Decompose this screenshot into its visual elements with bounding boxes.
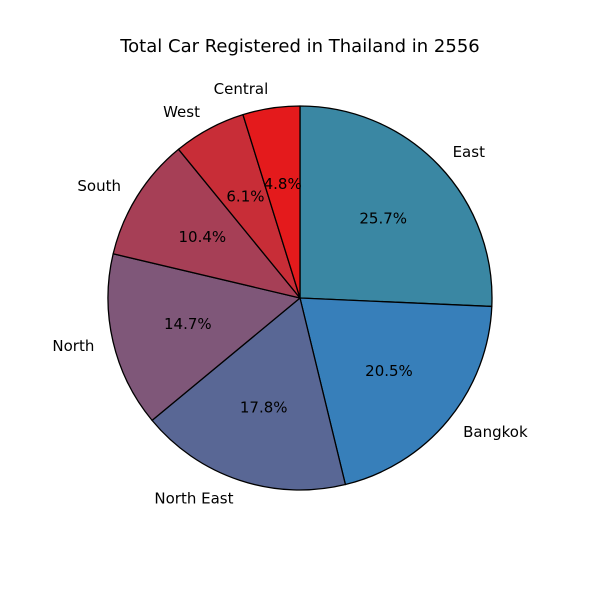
labels-layer: East 25.7% Bangkok 20.5% North East 17.8% Nort… bbox=[52, 80, 528, 507]
slice-label-north-east: North East bbox=[154, 489, 233, 507]
slice-label-east: East bbox=[453, 143, 485, 161]
slice-percent-east: 25.7% bbox=[359, 209, 407, 227]
pie-slice-south bbox=[112, 148, 301, 299]
slice-percent-south: 10.4% bbox=[179, 228, 227, 246]
slice-percent-north-east: 17.8% bbox=[240, 398, 288, 416]
pie-slice-east bbox=[299, 105, 493, 308]
slices-layer bbox=[107, 105, 493, 491]
slice-percent-north: 14.7% bbox=[164, 315, 212, 333]
slice-label-bangkok: Bangkok bbox=[463, 423, 528, 441]
chart-title: Total Car Registered in Thailand in 2556 bbox=[119, 36, 480, 57]
pie-slice-north-east bbox=[151, 297, 347, 491]
slice-label-west: West bbox=[163, 103, 200, 121]
slice-label-central: Central bbox=[214, 80, 269, 98]
slice-label-north: North bbox=[52, 337, 94, 355]
pie-slice-central bbox=[242, 105, 301, 299]
slice-percent-west: 6.1% bbox=[226, 188, 264, 206]
pie-slice-bangkok bbox=[299, 297, 493, 486]
pie-slice-north bbox=[107, 253, 301, 422]
slice-percent-bangkok: 20.5% bbox=[365, 362, 413, 380]
slice-percent-central: 4.8% bbox=[264, 175, 302, 193]
slice-label-south: South bbox=[77, 177, 121, 195]
